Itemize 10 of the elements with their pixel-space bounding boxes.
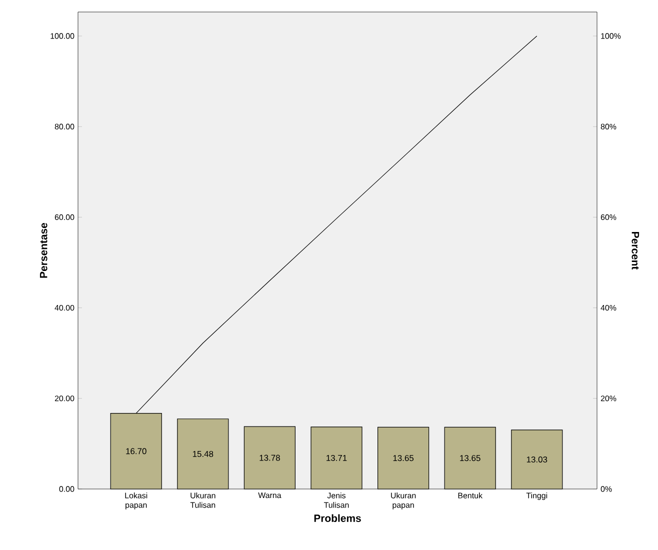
data-label: 13.65	[393, 455, 414, 462]
data-label: 15.48	[192, 450, 214, 457]
data-label: 13.03	[526, 456, 548, 462]
x-axis-title: Problems	[314, 514, 361, 522]
data-label: 13.78	[260, 454, 280, 461]
data-label: 16.70	[126, 448, 146, 454]
data-label: 13.65	[460, 455, 480, 462]
y2-axis-title: Percent	[632, 232, 640, 270]
data-label: 13.71	[326, 454, 347, 461]
y-axis-title: Persentase	[40, 222, 48, 278]
